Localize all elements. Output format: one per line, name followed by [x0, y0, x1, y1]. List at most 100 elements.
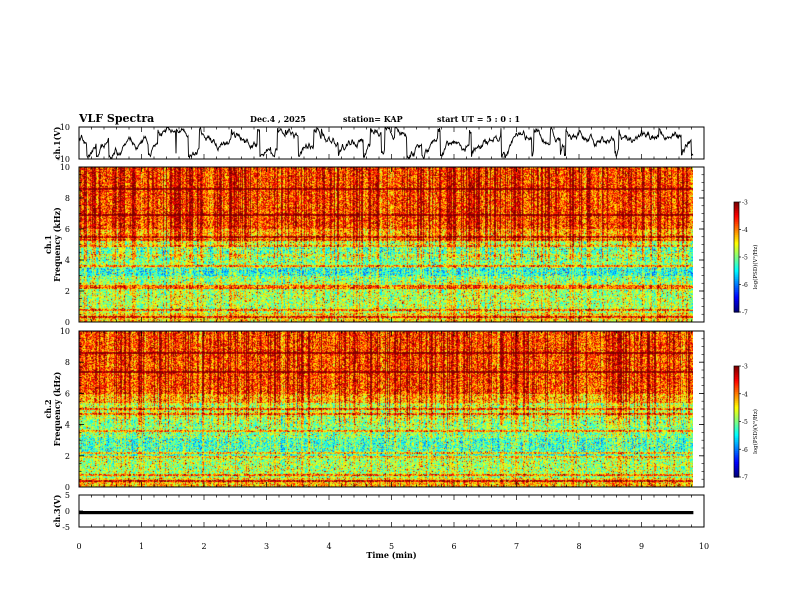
ch1-spectrogram-colorbar-cell [734, 203, 739, 207]
ch1-spectrogram-colorbar-cell [734, 242, 739, 245]
ch1-spectrogram-colorbar-cell [734, 310, 739, 313]
ch1-spectrogram-colorbar-cell [734, 280, 739, 284]
time-xlabel: Time (min) [366, 550, 416, 560]
ch1-spectrogram-colorbar-cell [734, 271, 739, 275]
ch2-spectrogram-colorbar-label: log(PSD)(V²/Hz) [752, 409, 759, 454]
ch2-spectrogram-ytick-label: 2 [65, 452, 70, 461]
ch2-spectrogram-colorbar-cell [734, 378, 739, 382]
ch1-spectrogram-colorbar-tick-label: -5 [742, 255, 748, 262]
ch2-spectrogram-colorbar-cell [734, 375, 739, 378]
ch1-spectrogram-colorbar-cell [734, 251, 739, 254]
ch1-spectrogram-colorbar-cell [734, 275, 739, 278]
ch2-spectrogram-colorbar-cell [734, 440, 739, 443]
ch2-spectrogram-colorbar-cell [734, 403, 739, 406]
ch2-spectrogram-colorbar-cell [734, 397, 739, 400]
ch1-spectrogram-colorbar-cell [734, 224, 739, 227]
ch1-spectrogram-colorbar-cell [734, 255, 739, 258]
ch1-spectrogram-ylabel: Frequency (kHz) [52, 207, 62, 282]
ch1-spectrogram-colorbar-cell [734, 225, 739, 229]
ch2-spectrogram-colorbar-cell [734, 395, 739, 399]
ch1-spectrogram-colorbar-tick-label: -6 [742, 282, 748, 289]
ch2-spectrogram-colorbar-cell [734, 386, 739, 389]
ch1-spectrogram-colorbar-cell [734, 220, 739, 223]
time-xtick-label: 10 [699, 542, 709, 551]
ch3-waveform-ytick-label: 0 [65, 507, 70, 516]
ch2-spectrogram-colorbar-cell [734, 441, 739, 445]
ch2-spectrogram-colorbar-cell [734, 415, 739, 419]
ch2-spectrogram-colorbar-tick-label: -3 [742, 364, 748, 371]
time-xtick-label: 4 [326, 542, 331, 551]
time-xtick-label: 9 [639, 542, 644, 551]
ch1-spectrogram-ytick-label: 10 [60, 163, 70, 172]
ch2-spectrogram-colorbar-cell [734, 380, 739, 384]
ch2-spectrogram-colorbar-cell [734, 417, 739, 421]
ch2-spectrogram-colorbar-cell [734, 447, 739, 450]
ch2-spectrogram-colorbar-cell [734, 423, 739, 426]
ch3-waveform-ylabel: ch.3(V) [52, 494, 62, 527]
time-xtick-label: 0 [76, 542, 81, 551]
header-station: station= KAP [343, 114, 403, 124]
ch1-spectrogram-colorbar-cell [734, 264, 739, 267]
ch1-spectrogram-colorbar-cell [734, 238, 739, 242]
ch2-spectrogram-ytick-label: 8 [65, 358, 70, 367]
ch3-waveform-trace [79, 511, 694, 515]
ch1-spectrogram-colorbar-cell [734, 246, 739, 249]
ch2-spectrogram-colorbar-cell [734, 382, 739, 386]
ch1-spectrogram-ytick-label: 8 [65, 194, 70, 203]
ch2-spectrogram-colorbar-cell [734, 366, 739, 369]
ch2-spectrogram-colorbar-cell [734, 438, 739, 441]
ch2-spectrogram-colorbar-tick-label: -4 [742, 391, 748, 398]
time-xtick-label: 7 [514, 542, 519, 551]
ch2-spectrogram-colorbar-tick-label: -5 [742, 419, 748, 426]
ch1-spectrogram-colorbar-cell [734, 262, 739, 265]
ch1-spectrogram-colorbar-cell [734, 213, 739, 216]
ch2-spectrogram-colorbar-cell [734, 371, 739, 374]
ch2-spectrogram-colorbar-cell [734, 443, 739, 447]
ch1-spectrogram-colorbar-cell [734, 260, 739, 264]
ch2-spectrogram-colorbar-cell [734, 445, 739, 448]
tick-marks-layer [78, 127, 741, 528]
ch1-spectrogram-colorbar-cell [734, 266, 739, 269]
ch1-spectrogram-colorbar-cell [734, 214, 739, 218]
time-xtick-label: 6 [451, 542, 456, 551]
ch1-waveform-trace [78, 126, 694, 160]
ch1-spectrogram-colorbar-cell [734, 301, 739, 304]
ch2-spectrogram-colorbar-cell [734, 430, 739, 434]
ch1-spectrogram-colorbar-tick-label: -4 [742, 227, 748, 234]
ch2-spectrogram-colorbar-cell [734, 462, 739, 465]
ch2-spectrogram-colorbar-cell [734, 393, 739, 397]
ch2-spectrogram-colorbar-cell [734, 458, 739, 461]
ch2-spectrogram-colorbar-cell [734, 399, 739, 402]
ch1-spectrogram-colorbar-cell [734, 216, 739, 220]
ch2-spectrogram-colorbar-cell [734, 464, 739, 467]
ch1-spectrogram-colorbar-cell [734, 240, 739, 243]
ch2-spectrogram-colorbar-cell [734, 388, 739, 391]
ch2-spectrogram-ytick-label: 0 [65, 483, 70, 492]
ch2-spectrogram-colorbar-cell [734, 469, 739, 473]
ch1-spectrogram-colorbar-cell [734, 231, 739, 234]
ch1-spectrogram-colorbar-tick-label: -7 [742, 310, 748, 317]
ch2-spectrogram-colorbar-cell [734, 454, 739, 458]
ch1-spectrogram-colorbar-cell [734, 291, 739, 295]
ch1-spectrogram-ytick-label: 4 [65, 256, 70, 265]
ch1-spectrogram-colorbar-cell [734, 293, 739, 297]
ch1-spectrogram-colorbar-cell [734, 299, 739, 302]
ch2-spectrogram-colorbar-cell [734, 434, 739, 437]
ch1-spectrogram-colorbar-cell [734, 273, 739, 276]
ch2-spectrogram-colorbar-cell [734, 367, 739, 371]
ch2-spectrogram-colorbar-cell [734, 449, 739, 452]
ch2-spectrogram-colorbar-tick-label: -7 [742, 475, 748, 482]
ch1-spectrogram-colorbar-cell [734, 284, 739, 287]
ch2-spectrogram-colorbar-cell [734, 428, 739, 432]
ch1-spectrogram-colorbar-cell [734, 236, 739, 240]
ch2-spectrogram-colorbar-cell [734, 452, 739, 456]
ch1-spectrogram-colorbar-tick-label: -3 [742, 200, 748, 207]
ch1-spectrogram-colorbar-cell [734, 233, 739, 236]
ch2-spectrogram-colorbar-cell [734, 369, 739, 373]
ch2-spectrogram-colorbar-cell [734, 419, 739, 423]
ch1-spectrogram-colorbar-cell [734, 211, 739, 214]
ch2-spectrogram-colorbar-cell [734, 391, 739, 395]
ch1-spectrogram-colorbar-cell [734, 258, 739, 262]
ch1-spectrogram-colorbar-cell [734, 302, 739, 306]
